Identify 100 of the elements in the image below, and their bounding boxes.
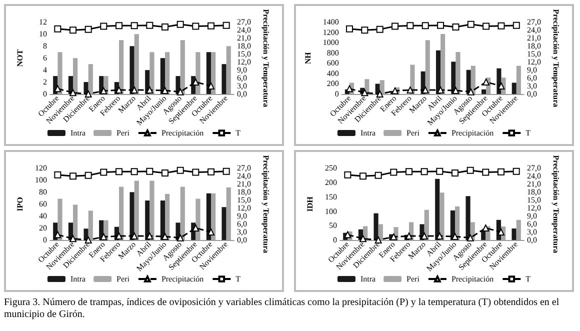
point xyxy=(360,172,366,180)
bar xyxy=(456,52,460,94)
point xyxy=(452,23,460,30)
point xyxy=(192,78,200,86)
y2-tick-label: 24,0 xyxy=(527,26,541,35)
y-tick-label: 4 xyxy=(43,66,47,75)
bar xyxy=(512,82,516,94)
bar xyxy=(374,213,378,240)
point xyxy=(176,20,184,28)
bar xyxy=(73,204,78,240)
point xyxy=(100,22,108,30)
point xyxy=(54,85,62,92)
y2-tick-label: 18,0 xyxy=(527,42,541,51)
point xyxy=(482,168,490,176)
y2-tick-label: 15,0 xyxy=(527,196,541,205)
point xyxy=(467,20,474,28)
y2-tick-label: 6,0 xyxy=(527,74,537,83)
point xyxy=(162,169,168,176)
point xyxy=(498,82,505,90)
point xyxy=(360,235,366,242)
point xyxy=(361,26,368,34)
point xyxy=(146,22,154,29)
point xyxy=(390,168,398,176)
bar xyxy=(88,64,93,94)
legend-label: Precipitación xyxy=(161,128,204,138)
point xyxy=(146,168,154,175)
point xyxy=(130,86,138,94)
y-tick-label: 1000 xyxy=(322,38,339,48)
point xyxy=(70,89,76,96)
point xyxy=(130,168,138,176)
y-tick-label: 60 xyxy=(39,200,47,209)
point xyxy=(84,90,92,98)
bar xyxy=(180,186,185,240)
bar xyxy=(378,224,383,240)
bar xyxy=(435,178,440,240)
bar xyxy=(440,192,444,240)
bar xyxy=(130,192,134,240)
point xyxy=(116,168,122,176)
point xyxy=(84,26,92,33)
y2-tick-label: 3,0 xyxy=(237,228,247,237)
y2-tick-label: 9,0 xyxy=(527,212,537,221)
y-axis-title: NOT xyxy=(16,48,24,67)
y-tick-label: 0 xyxy=(334,90,339,98)
y-tick-label: 100 xyxy=(325,206,337,216)
y-tick-label: 250 xyxy=(325,164,337,173)
text: Figura 3. Número de trampas, índices de oviposición y variables climáticas como la presipitación (P) y la temperatura (T) obtendidos en el municipio de Girón. xyxy=(4,297,560,321)
point xyxy=(130,232,138,240)
y2-tick-label: 18,0 xyxy=(237,42,251,51)
bar xyxy=(73,58,78,94)
point xyxy=(176,234,184,242)
point xyxy=(84,236,92,244)
point xyxy=(406,86,414,94)
point xyxy=(498,22,505,30)
y2-axis-title: Precipitación y Temperatura xyxy=(551,155,560,254)
bar xyxy=(130,46,134,94)
bar xyxy=(226,46,231,94)
y-tick-label: 1400 xyxy=(322,18,339,27)
legend-label: T xyxy=(236,128,241,138)
y-axis-title: IPO xyxy=(16,196,24,212)
y2-axis-title: Precipitación y Temperatura xyxy=(261,9,270,108)
y-tick-label: 0 xyxy=(43,236,47,244)
y2-tick-label: 18,0 xyxy=(237,188,251,197)
point xyxy=(54,25,62,32)
point xyxy=(208,228,214,236)
point xyxy=(162,23,168,30)
point xyxy=(482,224,490,232)
y2-axis-title: Precipitación y Temperatura xyxy=(551,9,560,108)
y2-tick-label: 0,0 xyxy=(527,236,537,244)
y2-tick-label: 24,0 xyxy=(237,172,251,181)
point xyxy=(162,233,168,240)
y2-tick-label: 12,0 xyxy=(237,58,251,67)
y2-tick-label: 12,0 xyxy=(237,204,251,213)
y2-tick-label: 9,0 xyxy=(237,66,247,75)
y2-tick-label: 6,0 xyxy=(527,220,537,229)
y2-tick-label: 27,0 xyxy=(527,18,541,27)
bar xyxy=(119,186,124,240)
y2-tick-label: 3,0 xyxy=(527,228,537,237)
bar xyxy=(150,180,154,240)
legend-label: Intra xyxy=(360,128,376,138)
y-tick-label: 20 xyxy=(39,224,47,233)
point xyxy=(222,168,230,175)
bar xyxy=(119,40,124,94)
point xyxy=(436,232,444,240)
y2-tick-label: 0,0 xyxy=(237,90,247,98)
y2-tick-label: 15,0 xyxy=(527,50,541,59)
y2-tick-label: 24,0 xyxy=(237,26,251,35)
y2-tick-label: 12,0 xyxy=(527,58,541,67)
point xyxy=(346,85,353,92)
point xyxy=(192,22,200,30)
y-tick-label: 200 xyxy=(325,178,337,188)
point xyxy=(344,171,352,178)
bar xyxy=(222,64,226,94)
point xyxy=(54,231,62,238)
y-tick-label: 10 xyxy=(39,30,47,39)
bar xyxy=(226,187,231,240)
bar xyxy=(482,89,486,94)
y-tick-label: 50 xyxy=(329,221,337,230)
point xyxy=(361,89,368,96)
point xyxy=(406,22,414,30)
legend-label: Peri xyxy=(406,128,420,138)
